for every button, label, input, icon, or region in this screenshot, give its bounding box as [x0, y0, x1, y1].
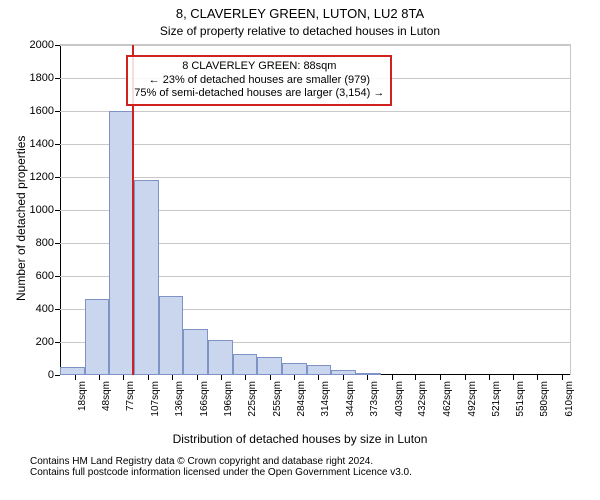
xtick-mark: [513, 375, 514, 380]
histogram-bar: [85, 299, 110, 375]
histogram-bar: [134, 180, 159, 375]
ytick-label: 1800: [30, 72, 60, 84]
footer-line-1: Contains HM Land Registry data © Crown c…: [30, 456, 412, 467]
chart-subtitle: Size of property relative to detached ho…: [0, 24, 600, 38]
ytick-label: 1000: [30, 204, 60, 216]
xtick-label: 196sqm: [221, 381, 234, 417]
xtick-mark: [465, 375, 466, 380]
xtick-mark: [270, 375, 271, 380]
ytick-label: 2000: [30, 39, 60, 51]
xtick-label: 225sqm: [245, 381, 258, 417]
ytick-label: 0: [48, 369, 60, 381]
ytick-label: 600: [36, 270, 60, 282]
annotation-box: 8 CLAVERLEY GREEN: 88sqm← 23% of detache…: [126, 55, 392, 106]
ytick-label: 800: [36, 237, 60, 249]
xtick-label: 107sqm: [148, 381, 161, 417]
histogram-bar: [208, 340, 233, 375]
annotation-line: 75% of semi-detached houses are larger (…: [134, 87, 384, 101]
histogram-bar: [257, 357, 282, 375]
ytick-label: 1600: [30, 105, 60, 117]
xtick-mark: [537, 375, 538, 380]
xtick-mark: [318, 375, 319, 380]
footer-attribution: Contains HM Land Registry data © Crown c…: [30, 456, 412, 478]
xtick-mark: [245, 375, 246, 380]
annotation-line: 8 CLAVERLEY GREEN: 88sqm: [134, 60, 384, 74]
xtick-mark: [221, 375, 222, 380]
ytick-label: 400: [36, 303, 60, 315]
xtick-label: 373sqm: [367, 381, 380, 417]
xtick-mark: [294, 375, 295, 380]
xtick-label: 314sqm: [318, 381, 331, 417]
xtick-mark: [440, 375, 441, 380]
gridline: [60, 45, 570, 46]
footer-line-2: Contains full postcode information licen…: [30, 467, 412, 478]
xtick-label: 284sqm: [294, 381, 307, 417]
histogram-bar: [109, 111, 134, 375]
xtick-label: 551sqm: [513, 381, 526, 417]
xtick-label: 521sqm: [489, 381, 502, 417]
xtick-label: 344sqm: [343, 381, 356, 417]
xtick-label: 580sqm: [537, 381, 550, 417]
gridline: [60, 111, 570, 112]
xtick-mark: [392, 375, 393, 380]
histogram-bar: [282, 363, 307, 375]
ytick-label: 200: [36, 336, 60, 348]
histogram-bar: [233, 354, 258, 375]
gridline: [60, 144, 570, 145]
histogram-bar: [183, 329, 208, 375]
annotation-line: ← 23% of detached houses are smaller (97…: [134, 74, 384, 88]
ytick-label: 1200: [30, 171, 60, 183]
gridline: [60, 177, 570, 178]
histogram-bar: [307, 365, 332, 375]
xtick-mark: [343, 375, 344, 380]
xtick-mark: [489, 375, 490, 380]
xtick-label: 255sqm: [270, 381, 283, 417]
xtick-label: 77sqm: [123, 381, 136, 411]
xtick-label: 48sqm: [99, 381, 112, 411]
xtick-mark: [123, 375, 124, 380]
xtick-label: 136sqm: [172, 381, 185, 417]
xtick-mark: [415, 375, 416, 380]
xtick-label: 18sqm: [75, 381, 88, 411]
xtick-label: 432sqm: [415, 381, 428, 417]
x-axis-label: Distribution of detached houses by size …: [0, 432, 600, 446]
y-axis-label: Number of detached properties: [14, 136, 28, 301]
xtick-mark: [75, 375, 76, 380]
xtick-mark: [148, 375, 149, 380]
xtick-label: 492sqm: [465, 381, 478, 417]
ytick-label: 1400: [30, 138, 60, 150]
xtick-label: 166sqm: [197, 381, 210, 417]
histogram-bar: [159, 296, 184, 375]
xtick-label: 462sqm: [440, 381, 453, 417]
xtick-label: 403sqm: [392, 381, 405, 417]
xtick-mark: [172, 375, 173, 380]
histogram-bar: [60, 367, 85, 375]
xtick-mark: [562, 375, 563, 380]
xtick-mark: [367, 375, 368, 380]
xtick-label: 610sqm: [562, 381, 575, 417]
chart-plot-area: 020040060080010001200140016001800200018s…: [60, 44, 571, 375]
chart-main-title: 8, CLAVERLEY GREEN, LUTON, LU2 8TA: [0, 6, 600, 21]
xtick-mark: [99, 375, 100, 380]
histogram-bar: [356, 373, 381, 375]
xtick-mark: [197, 375, 198, 380]
